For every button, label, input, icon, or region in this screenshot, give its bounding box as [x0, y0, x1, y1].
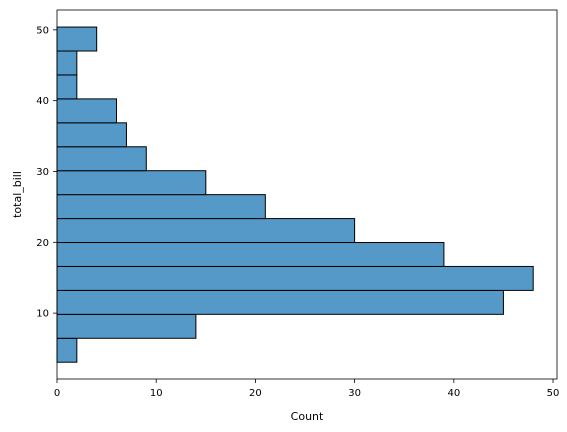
y-tick-label: 10 — [36, 309, 49, 320]
histogram-bar — [56, 74, 78, 100]
x-tick-label: 20 — [249, 388, 262, 399]
histogram-bar — [56, 170, 207, 196]
x-tick-label: 50 — [547, 388, 560, 399]
y-tick-label: 30 — [36, 167, 49, 178]
histogram-bar — [56, 313, 197, 339]
x-tick-label: 0 — [54, 388, 60, 399]
y-tick-label: 20 — [36, 238, 49, 249]
x-tick-label: 40 — [447, 388, 460, 399]
y-axis: 10 20 30 40 50 — [36, 25, 57, 320]
y-tick-label: 40 — [36, 96, 49, 107]
plot-frame — [56, 9, 558, 380]
histogram-bar — [56, 337, 78, 363]
x-tick-label: 10 — [150, 388, 163, 399]
histogram-bar — [56, 122, 127, 148]
histogram-bar — [56, 194, 266, 220]
x-axis: 0 10 20 30 40 50 — [54, 379, 560, 399]
y-tick-label: 50 — [36, 25, 49, 36]
histogram-bar — [56, 98, 118, 124]
histogram-bar — [56, 218, 356, 244]
histogram-bar — [56, 289, 504, 315]
histogram-bar — [56, 242, 445, 267]
histogram-bar — [56, 265, 534, 291]
histogram-bar — [56, 26, 98, 52]
y-axis-title: total_bill — [11, 171, 24, 218]
histogram-bar — [56, 50, 78, 76]
x-axis-title: Count — [291, 410, 324, 423]
histogram-bar — [56, 146, 147, 172]
x-tick-label: 30 — [348, 388, 361, 399]
